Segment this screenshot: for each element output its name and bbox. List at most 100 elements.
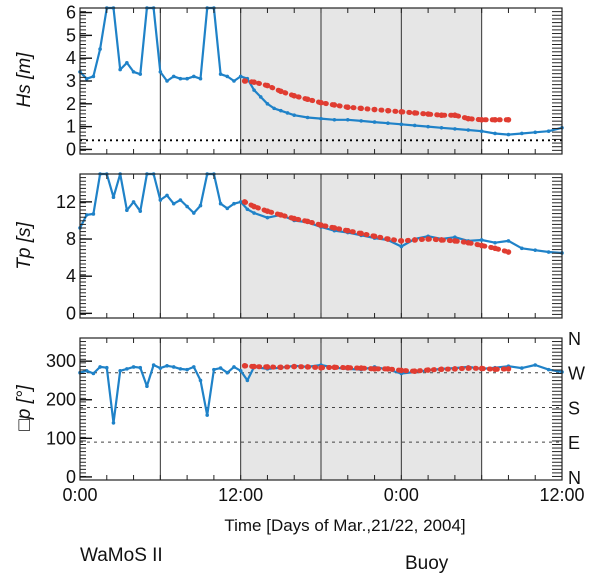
buoy-point — [465, 239, 472, 246]
buoy-point — [478, 365, 485, 372]
y-tick-label: 100 — [46, 428, 76, 448]
wamos-point — [131, 365, 136, 369]
wamos-point — [245, 378, 250, 383]
wamos-point — [265, 102, 270, 106]
buoy-point — [385, 236, 391, 242]
buoy-point — [331, 102, 338, 108]
y-tick-label: 6 — [66, 3, 76, 23]
wamos-point — [98, 47, 102, 51]
buoy-point — [505, 116, 512, 123]
buoy-point — [344, 227, 351, 234]
buoy-point — [318, 99, 324, 106]
wamos-point — [479, 129, 484, 133]
wamos-point — [118, 368, 122, 373]
wamos-point — [279, 108, 283, 113]
buoy-point — [385, 366, 391, 372]
y-tick-label: 5 — [66, 25, 76, 45]
wamos-point — [171, 365, 176, 369]
buoy-point — [264, 82, 271, 89]
buoy-point — [425, 367, 431, 373]
wamos-point — [546, 250, 551, 254]
wamos-point — [165, 363, 169, 368]
buoy-point — [278, 88, 284, 95]
y-tick-label: 0 — [66, 139, 76, 159]
buoy-point — [425, 111, 431, 117]
wamos-point — [466, 128, 471, 132]
y-tick-label: 3 — [66, 71, 76, 91]
buoy-point — [304, 218, 311, 225]
wamos-point — [345, 117, 350, 122]
buoy-point — [318, 222, 324, 228]
panel-hs-ticks: 01 2 3 4 56 — [66, 3, 563, 159]
buoy-point — [371, 106, 378, 113]
buoy-point — [371, 233, 378, 240]
x-tick-label: 12:00 — [539, 485, 584, 505]
wamos-point — [412, 123, 417, 128]
wamos-point — [533, 248, 538, 252]
compass-tick-label: N — [568, 329, 581, 349]
buoy-point — [278, 212, 284, 218]
panel-direction-shade — [240, 338, 482, 480]
buoy-series-line — [242, 363, 511, 374]
wamos-point — [218, 201, 223, 206]
buoy-point — [331, 225, 338, 231]
buoy-point — [251, 203, 257, 210]
buoy-point — [438, 366, 445, 373]
wamos-point — [232, 79, 236, 83]
wamos-point — [546, 367, 551, 372]
compass-tick-label: S — [568, 398, 580, 418]
compass-tick-label: E — [568, 433, 580, 453]
wamos-point — [111, 195, 116, 200]
y-tick-label: 4 — [66, 266, 76, 286]
wamos-point — [151, 363, 156, 367]
wamos-point — [225, 206, 230, 211]
wamos-point — [205, 413, 209, 417]
wamos-point — [453, 127, 457, 131]
wamos-point — [533, 130, 538, 135]
wamos-point — [359, 119, 363, 123]
buoy-point — [371, 366, 378, 372]
panel-direction-ylabel: □p [°] — [14, 385, 35, 431]
y-tick-label: 12 — [56, 192, 76, 212]
wamos-point — [252, 211, 256, 215]
wamos-point — [399, 122, 404, 127]
wamos-point — [145, 384, 149, 389]
wamos-point — [91, 371, 96, 376]
wamos-point — [192, 365, 196, 369]
wamos-point — [232, 365, 236, 369]
wamos-point — [232, 201, 236, 206]
wamos-point — [372, 120, 377, 124]
buoy-source-label: Buoy — [405, 553, 449, 574]
wamos-point — [138, 72, 143, 76]
wamos-point — [104, 365, 109, 370]
buoy-point — [251, 79, 257, 85]
wamos-point — [386, 121, 390, 126]
x-tick-label: 12:00 — [218, 485, 263, 505]
wamos-point — [91, 74, 96, 79]
wamos-point — [198, 378, 203, 383]
wamos-point — [192, 74, 196, 79]
buoy-point — [398, 238, 405, 244]
wamos-point — [439, 125, 444, 130]
buoy-point — [331, 364, 338, 371]
buoy-point — [505, 249, 512, 255]
wamos-point — [185, 76, 189, 81]
buoy-point — [452, 238, 458, 244]
wamos-point — [292, 113, 297, 118]
wamos-point — [212, 367, 216, 372]
panel-hs-grid — [80, 8, 562, 154]
wamos-point — [131, 200, 136, 204]
wamos-point — [265, 215, 270, 220]
wamos-point — [493, 240, 497, 245]
panel-hs: 01 2 3 4 56 Hs [m] — [14, 3, 564, 159]
wamos-point — [138, 209, 143, 213]
panel-tp-ticks: 0 4 8 12 — [56, 173, 563, 323]
buoy-point — [385, 107, 391, 114]
wamos-point — [272, 106, 276, 111]
buoy-point — [411, 368, 418, 374]
panel-hs-marks — [78, 6, 564, 137]
buoy-point — [411, 110, 418, 116]
y-tick-label: 8 — [66, 229, 76, 249]
panel-hs-ylabel: Hs [m] — [14, 52, 35, 108]
